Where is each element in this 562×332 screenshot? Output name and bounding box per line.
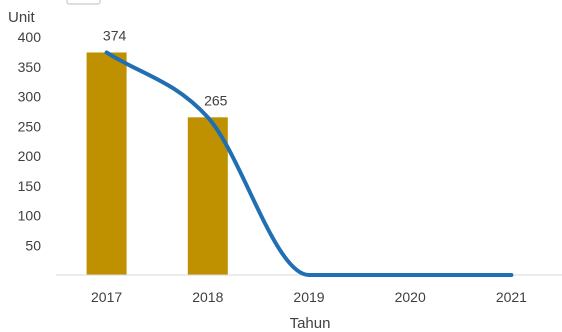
bar-data-labels: 374 265	[103, 27, 228, 108]
x-ticks: 2017 2018 2019 2020 2021	[91, 289, 527, 305]
y-axis-unit-label: Unit	[8, 9, 36, 26]
x-axis-title: Tahun	[290, 315, 331, 332]
x-tick-label: 2017	[91, 289, 122, 305]
x-tick-label: 2019	[293, 289, 324, 305]
bar	[86, 52, 127, 275]
legend-key-partial	[66, 0, 101, 5]
y-tick-label: 100	[18, 208, 42, 224]
bars	[86, 52, 228, 275]
y-tick-label: 300	[18, 89, 42, 105]
y-tick-label: 250	[18, 118, 42, 134]
y-ticks: 50 100 150 200 250 300 350 400	[18, 29, 42, 253]
y-tick-label: 350	[18, 59, 42, 75]
y-tick-label: 50	[25, 237, 41, 253]
y-tick-label: 200	[18, 148, 42, 164]
x-tick-label: 2020	[395, 289, 426, 305]
bar-data-label: 265	[204, 92, 228, 108]
trend-line	[104, 50, 514, 277]
y-tick-label: 400	[18, 29, 42, 45]
bar-data-label: 374	[103, 27, 127, 43]
y-tick-label: 150	[18, 178, 42, 194]
bar	[187, 117, 228, 275]
x-tick-label: 2018	[192, 289, 223, 305]
x-tick-label: 2021	[496, 289, 527, 305]
